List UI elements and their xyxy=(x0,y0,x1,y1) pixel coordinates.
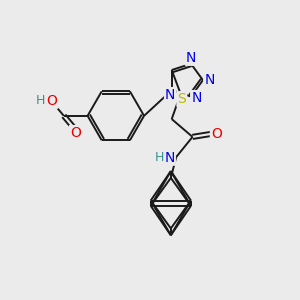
Text: N: N xyxy=(164,151,175,165)
Text: S: S xyxy=(178,92,186,106)
Text: N: N xyxy=(186,51,196,65)
Text: H: H xyxy=(36,94,45,107)
Text: N: N xyxy=(191,91,202,105)
Text: O: O xyxy=(70,126,81,140)
Text: O: O xyxy=(211,127,222,141)
Text: O: O xyxy=(46,94,57,108)
Text: H: H xyxy=(155,151,164,164)
Text: N: N xyxy=(165,88,175,102)
Text: N: N xyxy=(204,73,214,87)
